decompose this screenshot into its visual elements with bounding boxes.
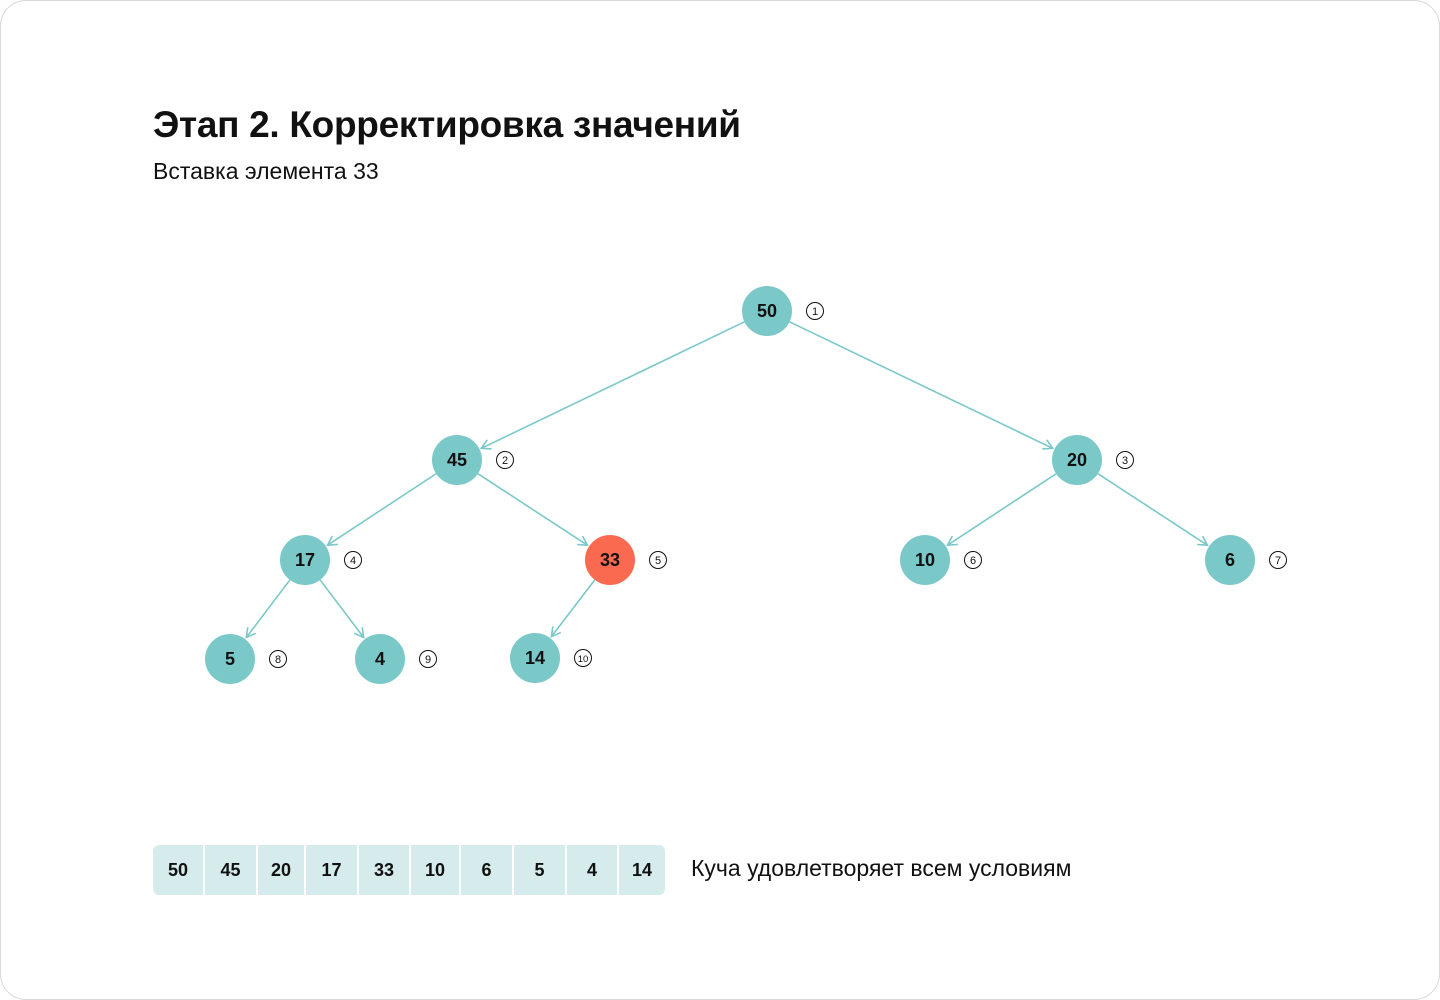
node-index: 6: [970, 555, 976, 567]
node-index: 5: [655, 555, 661, 567]
page-subtitle: Вставка элемента 33: [153, 158, 379, 184]
array-cell: 33: [359, 845, 409, 895]
node-index-badge: [806, 302, 824, 320]
node-circle: [742, 286, 792, 336]
node-circle: [280, 535, 330, 585]
array-cell: 4: [567, 845, 617, 895]
tree-node: 33 5: [585, 535, 667, 585]
node-value: 45: [447, 450, 467, 470]
node-index: 2: [502, 455, 508, 467]
node-value: 20: [1067, 450, 1087, 470]
tree-edge: [477, 473, 589, 547]
page-title: Этап 2. Корректировка значений: [153, 104, 741, 145]
array-cell: 50: [153, 845, 203, 895]
array-cell: 10: [411, 845, 459, 895]
node-value: 4: [375, 649, 385, 669]
tree-node: 17 4: [280, 535, 362, 585]
array-cell: 45: [205, 845, 256, 895]
node-circle: [355, 634, 405, 684]
node-value: 5: [225, 649, 235, 669]
node-index-badge: [269, 650, 287, 668]
array-cell: 17: [306, 845, 357, 895]
tree-edge: [789, 321, 1055, 450]
node-circle: [432, 435, 482, 485]
tree-node: 50 1: [742, 286, 824, 336]
node-index: 8: [275, 654, 281, 666]
tree-node: 10 6: [900, 535, 982, 585]
array-cell: 14: [619, 845, 665, 895]
node-index: 4: [350, 555, 356, 567]
node-value: 17: [295, 550, 315, 570]
node-circle: [205, 634, 255, 684]
node-value: 6: [1225, 550, 1235, 570]
array-cell: 6: [461, 845, 512, 895]
node-value: 14: [525, 648, 545, 668]
node-circle: [1205, 535, 1255, 585]
tree-node: 14 10: [510, 633, 592, 683]
node-circle: [1052, 435, 1102, 485]
node-value: 50: [757, 301, 777, 321]
node-index: 3: [1122, 455, 1128, 467]
tree-node: 45 2: [432, 435, 514, 485]
heap-array: 50 45 20 17 33 10 6 5 4 14: [153, 845, 665, 895]
array-cell: 5: [514, 845, 565, 895]
tree-edge: [326, 473, 437, 547]
node-index-badge: [419, 650, 437, 668]
node-index-badge: [1269, 551, 1287, 569]
node-index-badge: [496, 451, 514, 469]
node-index: 10: [578, 654, 589, 665]
tree-node: 20 3: [1052, 435, 1134, 485]
node-value: 33: [600, 550, 620, 570]
tree-edge: [550, 579, 596, 638]
tree-edge: [479, 321, 745, 450]
node-circle: [900, 535, 950, 585]
node-index: 1: [812, 306, 818, 318]
tree-edge: [319, 579, 365, 639]
node-index-badge: [344, 551, 362, 569]
tree-edge: [245, 579, 291, 639]
node-index: 7: [1275, 555, 1281, 567]
node-value: 10: [915, 550, 935, 570]
node-circle-highlighted: [585, 535, 635, 585]
node-index: 9: [425, 654, 431, 666]
tree-edge: [946, 473, 1057, 547]
array-cell: 20: [258, 845, 304, 895]
node-circle: [510, 633, 560, 683]
node-index-badge: [574, 649, 592, 667]
node-index-badge: [1116, 451, 1134, 469]
tree-edge: [1097, 473, 1209, 547]
node-index-badge: [649, 551, 667, 569]
status-text: Куча удовлетворяет всем условиям: [691, 855, 1072, 881]
node-index-badge: [964, 551, 982, 569]
